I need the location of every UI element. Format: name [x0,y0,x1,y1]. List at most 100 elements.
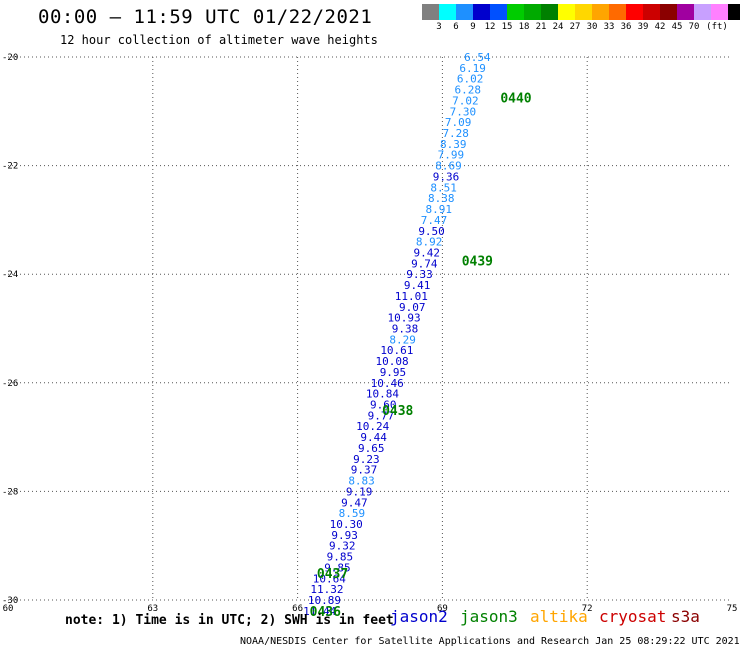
data-point-label: 10.89 [308,594,341,607]
data-point-label: 10.24 [356,420,389,433]
x-tick-label: 66 [292,604,303,614]
x-tick-label: 69 [437,604,448,614]
data-point-label: 9.23 [353,453,380,466]
data-point-label: 9.33 [406,268,433,281]
legend-label: 6 [453,22,459,32]
data-point-label: 7.09 [445,116,472,129]
y-tick-label: -30 [2,596,18,606]
x-tick-label: 63 [147,604,158,614]
data-point-label: 8.38 [428,192,455,205]
legend-swatch [473,4,490,20]
data-point-label: 8.59 [339,507,366,520]
data-point-label: 9.95 [380,366,407,379]
legend-label: 3 [436,22,442,32]
time-label: 0439 [462,255,493,270]
legend-label: 21 [535,22,547,32]
data-point-label: 8.83 [348,475,375,488]
legend-swatch [660,4,677,20]
sat-cryosat: cryosat [599,607,667,626]
legend-label: 42 [654,22,666,32]
legend-label: 27 [569,22,581,32]
legend-label: 24 [552,22,564,32]
data-point-label: 8.92 [416,236,443,249]
legend-swatch [558,4,575,20]
time-label: 0438 [382,404,413,419]
data-point-label: 11.01 [395,290,428,303]
data-point-label: 10.64 [313,572,346,585]
legend-label: 70 [688,22,700,32]
data-point-label: 9.50 [418,225,445,238]
chart-subtitle: 12 hour collection of altimeter wave hei… [60,33,378,47]
data-point-label: 9.36 [433,170,460,183]
y-tick-label: -22 [2,162,18,172]
data-point-label: 8.51 [430,181,457,194]
legend-swatch [575,4,592,20]
data-point-label: 9.47 [341,496,368,509]
time-label: 0436 [310,605,341,620]
y-tick-label: -20 [2,53,18,63]
data-point-label: 11.44 [303,605,336,618]
legend-swatch [541,4,558,20]
legend-swatch [524,4,541,20]
chart-title: 00:00 – 11:59 UTC 01/22/2021 [38,6,373,28]
time-label: 0440 [500,92,531,107]
legend-swatch [643,4,660,20]
sat-jason3: jason3 [460,607,518,626]
x-tick-label: 72 [582,604,593,614]
y-tick-label: -24 [2,270,18,280]
footer-credit: NOAA/NESDIS Center for Satellite Applica… [240,636,740,647]
data-point-label: 8.69 [435,160,462,173]
sat-s3a: s3a [671,607,700,626]
data-point-label: 8.29 [389,333,416,346]
data-point-label: 9.44 [360,431,387,444]
data-point-label: 10.84 [366,388,399,401]
data-point-label: 6.28 [455,84,482,97]
data-point-label: 7.99 [438,149,465,162]
data-point-label: 10.30 [330,518,363,531]
legend-label: 15 [501,22,513,32]
time-label: 0437 [317,567,348,582]
legend-swatch [439,4,456,20]
data-point-label: 10.93 [388,312,421,325]
legend-swatch [592,4,609,20]
data-point-label: 10.46 [371,377,404,390]
data-point-label: 9.37 [351,464,378,477]
data-point-label: 8.91 [426,203,453,216]
legend-label: 30 [586,22,598,32]
y-tick-label: -26 [2,379,18,389]
data-point-label: 6.54 [464,51,491,64]
data-point-label: 9.65 [358,442,385,455]
sat-altika: altika [530,607,588,626]
data-point-label: 9.42 [413,246,440,259]
legend-swatch [626,4,643,20]
data-point-label: 9.38 [392,323,419,336]
x-tick-label: 60 [3,604,14,614]
legend-label: 39 [637,22,649,32]
legend-swatch [677,4,694,20]
data-point-label: 7.47 [421,214,448,227]
data-point-label: 6.19 [459,62,486,75]
legend-label: (ft) [706,22,728,32]
data-point-label: 9.93 [331,529,358,542]
data-point-label: 7.28 [442,127,469,140]
data-point-label: 9.60 [370,399,397,412]
data-point-label: 10.08 [375,355,408,368]
legend-label: 36 [620,22,632,32]
data-point-label: 11.32 [310,583,343,596]
y-tick-label: -28 [2,487,18,497]
data-point-label: 9.32 [329,540,356,553]
data-point-label: 9.19 [346,485,373,498]
legend-label: 12 [484,22,496,32]
legend-swatch [694,4,711,20]
x-tick-label: 75 [727,604,738,614]
legend-swatch [490,4,507,20]
data-point-label: 6.02 [457,73,484,86]
legend-label: 18 [518,22,530,32]
legend-swatch [422,4,439,20]
data-point-label: 9.85 [327,551,354,564]
legend-swatch [728,4,740,20]
data-point-label: 7.30 [450,105,477,118]
data-point-label: 9.41 [404,279,431,292]
legend-swatch [711,4,728,20]
